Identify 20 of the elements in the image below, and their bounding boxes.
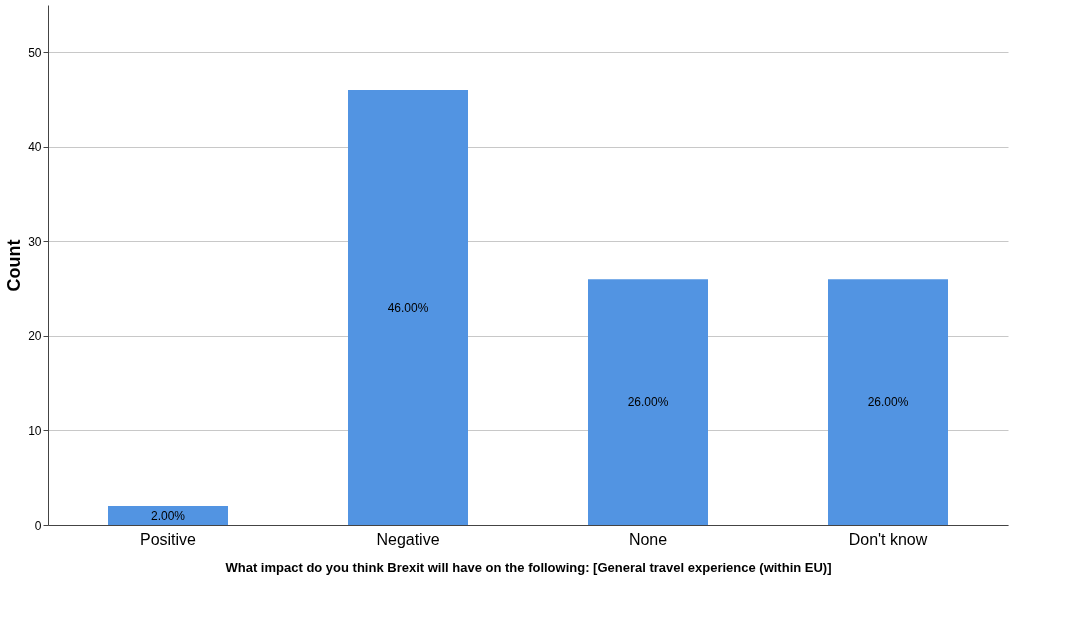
x-axis-title: What impact do you think Brexit will have on the following: [General travel experience (within EU)]	[225, 559, 832, 575]
y-tick-label: 20	[28, 329, 42, 344]
x-tick-label: Positive	[139, 530, 197, 548]
x-tick-label: Negative	[376, 530, 440, 548]
y-tick-label: 10	[28, 423, 42, 438]
y-axis-title: Count	[4, 239, 25, 292]
data-label: 2.00%	[150, 508, 186, 523]
x-tick-label: None	[628, 530, 668, 548]
bar	[348, 90, 468, 525]
y-tick-label: 50	[28, 45, 42, 60]
bar	[828, 279, 948, 525]
data-label: 46.00%	[387, 300, 429, 315]
y-tick-label: 30	[28, 234, 42, 249]
bar	[108, 506, 228, 525]
x-tick-label: Don't know	[848, 530, 928, 548]
data-label: 26.00%	[627, 395, 669, 410]
bar	[588, 279, 708, 525]
data-label: 26.00%	[867, 395, 909, 410]
y-tick-label: 0	[34, 518, 42, 533]
y-tick-label: 40	[28, 140, 42, 155]
